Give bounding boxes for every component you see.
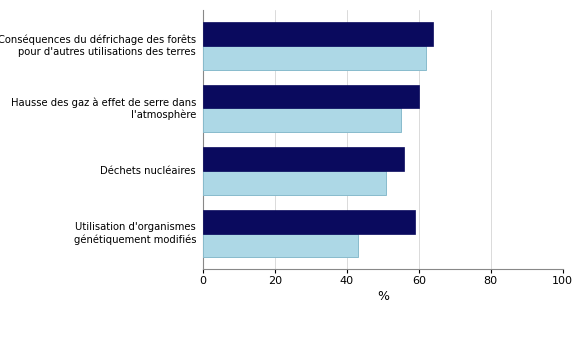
Bar (203, 147, 404, 171)
Bar (203, 171, 386, 195)
Bar (203, 85, 419, 108)
Bar (203, 234, 358, 257)
X-axis label: %: % (377, 290, 389, 303)
Bar (203, 22, 433, 46)
Bar (203, 46, 426, 70)
Bar (203, 210, 415, 234)
Bar (203, 108, 401, 132)
